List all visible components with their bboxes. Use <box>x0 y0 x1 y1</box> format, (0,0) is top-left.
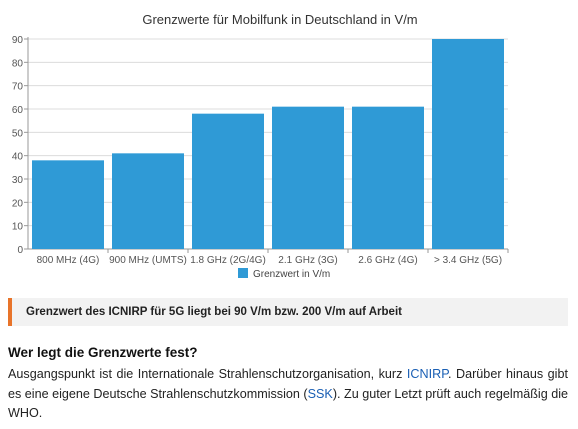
x-tick-label: 900 MHz (UMTS) <box>109 255 187 266</box>
callout-box: Grenzwert des ICNIRP für 5G liegt bei 90… <box>8 298 568 326</box>
y-tick-label: 20 <box>12 198 24 209</box>
x-tick-label: 2.6 GHz (4G) <box>358 255 417 266</box>
paragraph-text-1: Ausgangspunkt ist die Internationale Str… <box>8 367 407 381</box>
chart-svg: Grenzwerte für Mobilfunk in Deutschland … <box>12 12 509 280</box>
y-tick-label: 70 <box>12 82 24 93</box>
legend-swatch <box>238 268 248 278</box>
chart-title: Grenzwerte für Mobilfunk in Deutschland … <box>142 12 417 27</box>
bar <box>272 106 344 250</box>
y-tick-label: 80 <box>12 58 24 69</box>
x-tick-label: 2.1 GHz (3G) <box>278 255 337 266</box>
x-tick-label: > 3.4 GHz (5G) <box>434 255 502 266</box>
y-tick-label: 30 <box>12 175 24 186</box>
ssk-link[interactable]: SSK <box>307 386 333 401</box>
paragraph-text-2: . Darüber hinaus gibt es eine eigene Deu… <box>8 367 568 401</box>
bar <box>32 160 104 249</box>
bar <box>352 106 424 250</box>
x-tick-label: 1.8 GHz (2G/4G) <box>190 255 266 266</box>
bar <box>432 39 504 249</box>
legend-label: Grenzwert in V/m <box>253 269 330 280</box>
callout-text: Grenzwert des ICNIRP für 5G liegt bei 90… <box>26 306 402 318</box>
y-tick-label: 10 <box>12 222 24 233</box>
y-tick-label: 50 <box>12 128 24 139</box>
bar-chart: Grenzwerte für Mobilfunk in Deutschland … <box>12 12 509 280</box>
section-heading: Wer legt die Grenzwerte fest? <box>8 345 198 360</box>
y-tick-label: 0 <box>17 245 23 256</box>
paragraph-text-3: ). Zu guter Letzt prüft auch regelmäßig … <box>8 386 569 421</box>
y-tick-label: 90 <box>12 35 24 46</box>
article-paragraph: Ausgangspunkt ist die Internationale Str… <box>8 365 568 424</box>
bar <box>192 113 264 250</box>
y-tick-label: 40 <box>12 152 24 163</box>
icnirp-link[interactable]: ICNIRP <box>406 367 448 381</box>
x-tick-label: 800 MHz (4G) <box>37 255 100 266</box>
y-tick-label: 60 <box>12 105 24 116</box>
bar <box>112 153 184 249</box>
